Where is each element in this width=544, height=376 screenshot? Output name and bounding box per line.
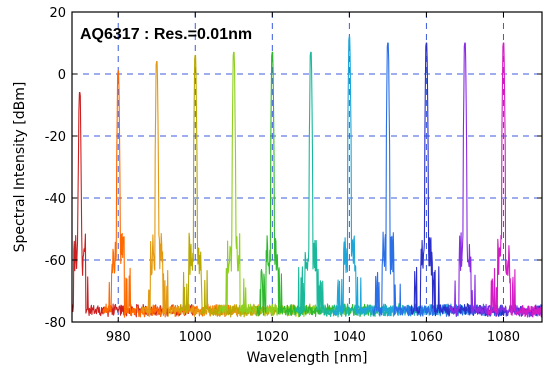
resolution-annotation: AQ6317 : Res.=0.01nm [80, 26, 252, 43]
x-tick-label: 980 [106, 330, 131, 345]
tick-marks [72, 11, 542, 323]
x-tick-label: 1040 [333, 330, 366, 345]
x-tick-label: 1080 [487, 330, 520, 345]
y-tick-label: 20 [49, 6, 66, 21]
x-axis-label: Wavelength [nm] [247, 350, 368, 366]
x-tick-label: 1060 [410, 330, 443, 345]
spectrum-series-12 [487, 42, 543, 318]
plot-frame [71, 11, 543, 323]
y-tick-labels: -80 -60 -40 -20 0 20 [45, 6, 66, 331]
y-tick-label: 0 [58, 68, 66, 83]
y-tick-label: -40 [45, 192, 66, 207]
x-tick-label: 1000 [179, 330, 212, 345]
series-group [71, 36, 543, 318]
y-tick-label: -20 [45, 130, 66, 145]
y-tick-label: -80 [45, 316, 66, 331]
grid-lines [72, 12, 542, 322]
y-tick-label: -60 [45, 254, 66, 269]
x-tick-labels: 980 1000 1020 1040 1060 1080 [106, 330, 520, 345]
y-axis-label: Spectral Intensity [dBm] [12, 82, 28, 253]
x-tick-label: 1020 [256, 330, 289, 345]
